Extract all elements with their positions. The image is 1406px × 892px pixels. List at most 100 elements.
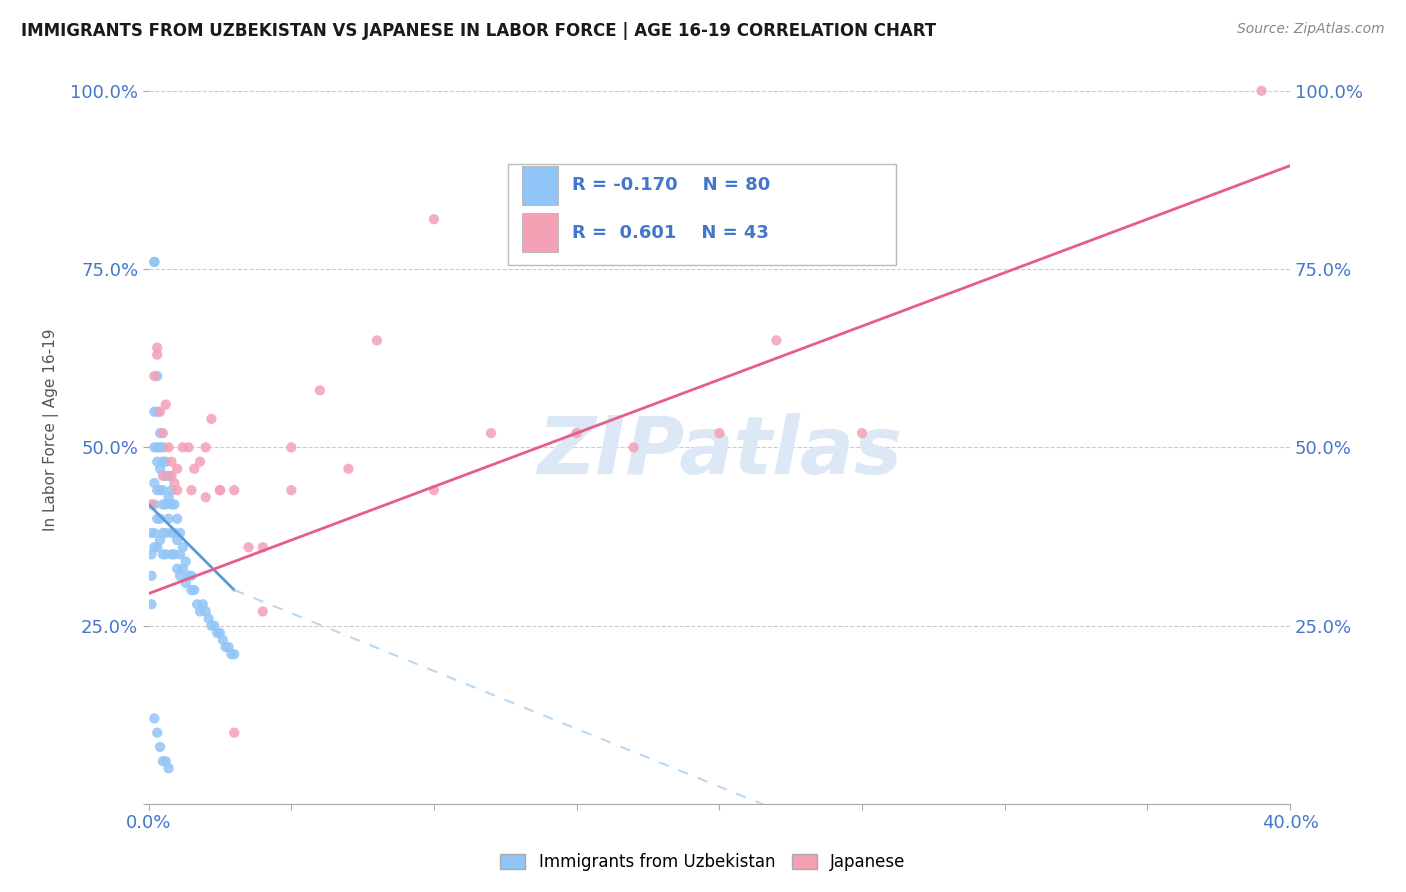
Point (143, 540, 166, 554)
Point (224, 483, 246, 498)
Text: R =  0.601    N = 43: R = 0.601 N = 43 (572, 224, 769, 242)
Point (186, 597, 208, 611)
Point (188, 604, 211, 618)
Point (200, 412, 222, 426)
Point (141, 568, 163, 582)
FancyBboxPatch shape (522, 213, 558, 252)
Point (160, 526, 183, 541)
Point (149, 405, 172, 419)
Point (180, 483, 202, 498)
Point (155, 498, 177, 512)
Point (218, 640, 240, 654)
Point (155, 398, 177, 412)
Text: ZIPatlas: ZIPatlas (537, 413, 901, 491)
Point (197, 611, 219, 625)
Point (166, 483, 188, 498)
Point (149, 512, 172, 526)
Point (155, 754, 177, 768)
Point (166, 561, 188, 575)
Point (1250, 84, 1272, 98)
Point (160, 469, 183, 483)
Legend: Immigrants from Uzbekistan, Japanese: Immigrants from Uzbekistan, Japanese (492, 845, 914, 880)
Point (152, 455, 174, 469)
Point (149, 426, 172, 441)
Point (146, 405, 169, 419)
Point (146, 483, 169, 498)
Point (160, 455, 183, 469)
Point (337, 462, 360, 476)
Point (221, 647, 243, 661)
Point (765, 334, 787, 348)
Point (152, 547, 174, 561)
Point (163, 526, 186, 541)
Point (166, 462, 188, 476)
Point (252, 604, 274, 618)
Point (143, 255, 166, 269)
Point (146, 725, 169, 739)
Point (166, 533, 188, 547)
Point (143, 255, 166, 269)
Point (194, 491, 217, 505)
Point (208, 483, 231, 498)
Point (169, 526, 191, 541)
Point (146, 369, 169, 384)
Point (180, 568, 202, 582)
Point (308, 384, 330, 398)
Point (160, 498, 183, 512)
Point (143, 476, 166, 491)
Point (141, 526, 163, 541)
Point (172, 561, 194, 575)
Point (194, 604, 217, 618)
Point (146, 455, 169, 469)
Point (238, 540, 260, 554)
Point (166, 512, 188, 526)
Text: Source: ZipAtlas.com: Source: ZipAtlas.com (1237, 22, 1385, 37)
Point (172, 441, 194, 455)
Point (143, 526, 166, 541)
Point (183, 462, 205, 476)
Point (157, 491, 180, 505)
Point (149, 462, 172, 476)
Point (152, 426, 174, 441)
Point (157, 761, 180, 775)
Point (149, 739, 172, 754)
Point (169, 547, 191, 561)
Point (172, 540, 194, 554)
Point (143, 441, 166, 455)
Point (194, 441, 217, 455)
Point (188, 455, 211, 469)
Point (146, 341, 169, 355)
Point (160, 483, 183, 498)
Text: IMMIGRANTS FROM UZBEKISTAN VS JAPANESE IN LABOR FORCE | AGE 16-19 CORRELATION CH: IMMIGRANTS FROM UZBEKISTAN VS JAPANESE I… (21, 22, 936, 40)
Point (155, 526, 177, 541)
Point (163, 476, 186, 491)
Point (146, 540, 169, 554)
Point (169, 568, 191, 582)
Point (623, 441, 645, 455)
Point (208, 625, 231, 640)
Point (280, 483, 302, 498)
Point (152, 483, 174, 498)
Y-axis label: In Labor Force | Age 16-19: In Labor Force | Age 16-19 (44, 328, 59, 531)
Point (149, 533, 172, 547)
Point (152, 441, 174, 455)
Point (174, 575, 197, 590)
Point (177, 441, 200, 455)
Point (280, 441, 302, 455)
Point (152, 469, 174, 483)
Point (423, 212, 446, 227)
Point (205, 625, 228, 640)
Point (149, 483, 172, 498)
Point (252, 540, 274, 554)
Point (141, 498, 163, 512)
Text: R = -0.170    N = 80: R = -0.170 N = 80 (572, 177, 770, 194)
Point (152, 754, 174, 768)
Point (155, 469, 177, 483)
Point (163, 498, 186, 512)
Point (423, 483, 446, 498)
Point (183, 582, 205, 597)
Point (143, 711, 166, 725)
Point (180, 582, 202, 597)
Point (366, 334, 388, 348)
Point (141, 597, 163, 611)
